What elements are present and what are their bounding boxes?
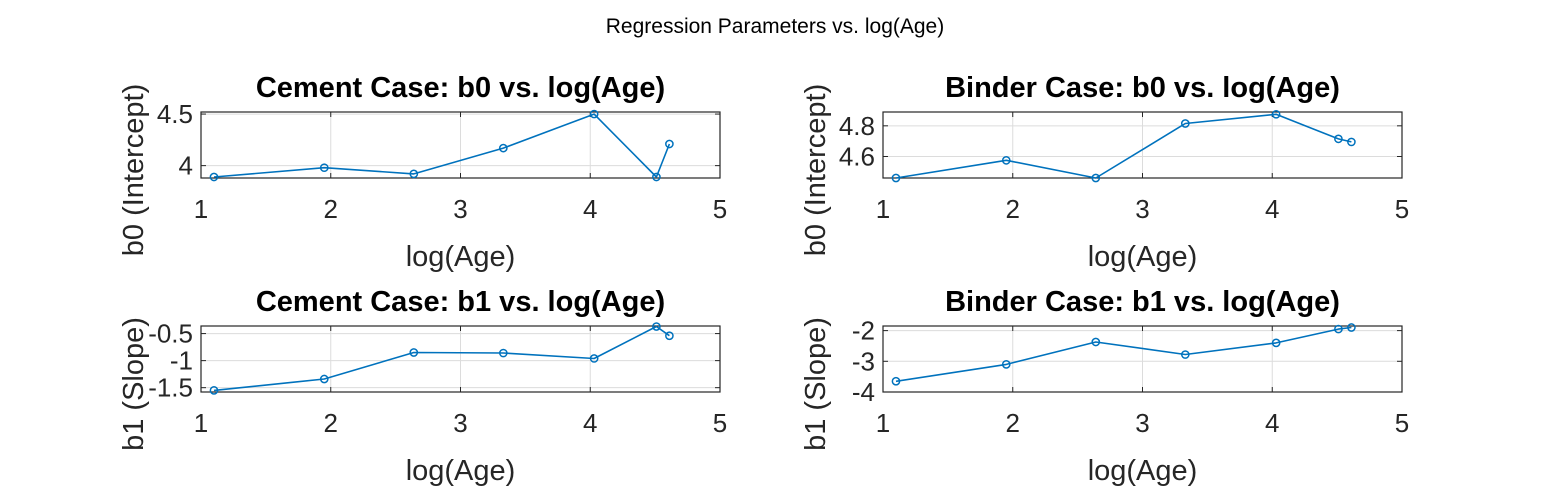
cement-b1-xtick-label: 1: [194, 408, 208, 438]
cement-b1-data-point: [652, 322, 661, 331]
binder-b1-ytick-label: -3: [852, 346, 875, 376]
cement-b1-ytick-label: -1.5: [148, 373, 193, 403]
cement-b0-xlabel: log(Age): [406, 241, 516, 273]
binder-b0-data-point: [1091, 173, 1101, 183]
cement-b0-data-point: [319, 163, 329, 173]
cement-b1-xtick-label: 5: [713, 408, 727, 438]
cement-b1-xtick-label: 3: [453, 408, 467, 438]
cement-b0-data-point: [665, 139, 674, 149]
binder-b0-xtick-label: 4: [1265, 194, 1279, 224]
cement-b0-data-point: [409, 169, 419, 179]
cement-b0-xtick-label: 3: [453, 194, 467, 224]
binder-b0-xlabel: log(Age): [1088, 241, 1198, 273]
binder-b0-xtick-label: 1: [876, 194, 890, 224]
cement-b0-data-point: [209, 172, 219, 182]
cement-b0-xtick-label: 2: [324, 194, 338, 224]
cement-b0-panel: 1 2 3 4 5 4 4.5 Cement Case: b0 vs. log(Age) log…: [118, 72, 727, 273]
cement-b1-data-point: [319, 374, 329, 384]
cement-b0-xtick-label: 1: [194, 194, 208, 224]
binder-b0-xtick-label: 3: [1135, 194, 1149, 224]
cement-b1-series-line: [213, 325, 670, 392]
cement-b0-xtick-label: 5: [713, 194, 727, 224]
cement-b1-data-point: [409, 348, 419, 357]
cement-b1-data-point: [209, 386, 219, 395]
binder-b1-xtick-label: 4: [1265, 408, 1279, 438]
binder-b1-xtick-label: 3: [1135, 408, 1149, 438]
binder-b0-data-point: [1180, 119, 1190, 128]
cement-b0-data-point: [589, 109, 599, 119]
cement-b1-ytick-label: -1: [170, 346, 193, 376]
binder-b0-xtick-label: 2: [1006, 194, 1020, 224]
binder-b1-data-point: [1091, 337, 1101, 347]
binder-b1-xtick-label: 5: [1395, 408, 1409, 438]
binder-b1-data-point: [1180, 350, 1190, 359]
binder-b0-title: Binder Case: b0 vs. log(Age): [945, 72, 1340, 104]
cement-b1-title: Cement Case: b1 vs. log(Age): [256, 286, 665, 318]
cement-b1-xtick-label: 2: [324, 408, 338, 438]
cement-b0-data-point: [652, 172, 661, 182]
cement-b1-data-point: [665, 331, 674, 341]
cement-b1-ylabel: b1 (Slope): [118, 317, 150, 451]
cement-b0-title: Cement Case: b0 vs. log(Age): [256, 72, 665, 104]
cement-b0-series-line: [213, 113, 671, 178]
binder-b1-xlabel: log(Age): [1088, 455, 1198, 487]
subplot-grid: 1 2 3 4 5 4 4.5 Cement Case: b0 vs. log(Age) log…: [118, 72, 1409, 487]
binder-b0-data-point: [1001, 155, 1011, 165]
binder-b1-series-line: [895, 326, 1352, 383]
binder-b0-ytick-label: 4.6: [839, 142, 875, 172]
binder-b0-series-line: [895, 113, 1352, 179]
cement-b0-ytick-label: 4.5: [157, 99, 193, 129]
binder-b0-data-point: [1271, 109, 1281, 119]
binder-b1-xtick-label: 1: [876, 408, 890, 438]
binder-b1-data-point: [1347, 323, 1356, 332]
cement-b1-xlabel: log(Age): [406, 455, 516, 487]
binder-b1-ytick-label: -2: [852, 316, 875, 346]
cement-b0-xtick-label: 4: [583, 194, 597, 224]
binder-b1-xtick-label: 2: [1006, 408, 1020, 438]
cement-b1-panel: 1 2 3 4 5 -1.5-1-0.5 Cement Case: b1 vs. log(A…: [118, 286, 727, 487]
cement-b0-data-point: [498, 143, 508, 153]
figure-suptitle: Regression Parameters vs. log(Age): [606, 15, 944, 38]
cement-b1-ytick-label: -0.5: [148, 319, 193, 349]
binder-b1-data-point: [891, 376, 901, 386]
binder-b0-ylabel: b0 (Intercept): [800, 84, 832, 256]
cement-b1-data-point: [589, 354, 599, 363]
cement-b0-ytick-label: 4: [179, 151, 193, 181]
binder-b1-data-point: [1334, 324, 1343, 334]
binder-b1-data-point: [1271, 338, 1281, 348]
cement-b1-data-point: [498, 348, 508, 358]
binder-b0-xtick-label: 5: [1395, 194, 1409, 224]
binder-b1-ylabel: b1 (Slope): [800, 317, 832, 451]
binder-b1-title: Binder Case: b1 vs. log(Age): [945, 286, 1340, 318]
binder-b0-data-point: [1347, 137, 1356, 147]
binder-b0-data-point: [891, 173, 901, 183]
binder-b0-data-point: [1334, 134, 1343, 144]
cement-b1-xtick-label: 4: [583, 408, 597, 438]
binder-b1-panel: 1 2 3 4 5 -4-3-2 Binder Case: b1 vs. log(Age) l…: [800, 286, 1409, 487]
binder-b0-panel: 1 2 3 4 5 4.64.8 Binder Case: b0 vs. log(Age) l…: [800, 72, 1409, 273]
cement-b0-ylabel: b0 (Intercept): [118, 84, 150, 256]
binder-b0-ytick-label: 4.8: [839, 111, 875, 141]
binder-b1-ytick-label: -4: [852, 377, 875, 407]
binder-b1-data-point: [1001, 360, 1011, 369]
